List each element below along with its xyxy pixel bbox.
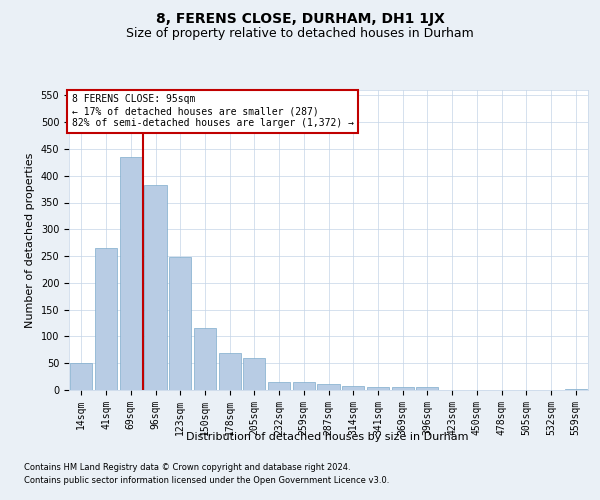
Bar [416,387,439,390]
Bar [293,382,315,390]
Text: Contains public sector information licensed under the Open Government Licence v3: Contains public sector information licen… [24,476,389,485]
Text: Size of property relative to detached houses in Durham: Size of property relative to detached ho… [126,28,474,40]
Bar [243,358,265,390]
Bar [392,388,414,390]
Bar [565,389,587,390]
Text: 8, FERENS CLOSE, DURHAM, DH1 1JX: 8, FERENS CLOSE, DURHAM, DH1 1JX [155,12,445,26]
Bar [268,382,290,390]
Bar [218,352,241,390]
Bar [169,257,191,390]
Bar [145,186,167,390]
Y-axis label: Number of detached properties: Number of detached properties [25,152,35,328]
Bar [194,328,216,390]
Text: Distribution of detached houses by size in Durham: Distribution of detached houses by size … [186,432,468,442]
Bar [70,363,92,390]
Bar [342,386,364,390]
Bar [95,248,117,390]
Bar [367,388,389,390]
Bar [119,157,142,390]
Text: 8 FERENS CLOSE: 95sqm
← 17% of detached houses are smaller (287)
82% of semi-det: 8 FERENS CLOSE: 95sqm ← 17% of detached … [71,94,353,128]
Text: Contains HM Land Registry data © Crown copyright and database right 2024.: Contains HM Land Registry data © Crown c… [24,462,350,471]
Bar [317,384,340,390]
